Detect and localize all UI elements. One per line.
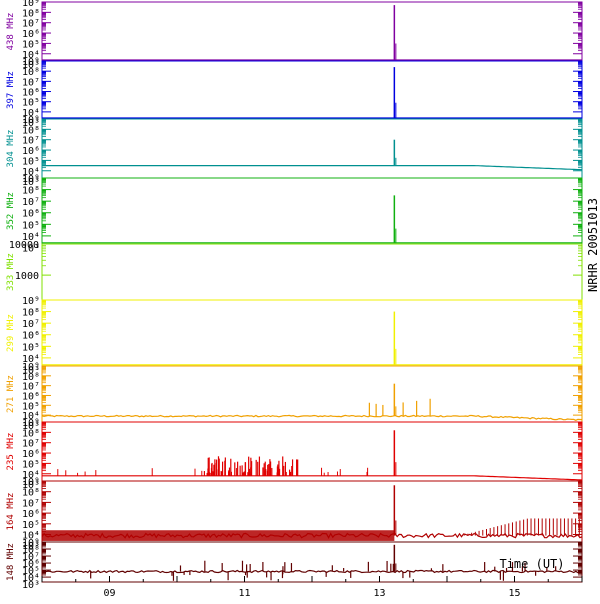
channel-label: 235 MHz [6, 433, 16, 471]
series-trace [42, 165, 583, 171]
y-tick-label: 10⁴ [22, 470, 40, 481]
y-tick-label: 10³ [22, 118, 40, 129]
panel-frame [41, 60, 583, 120]
panel-frame [41, 177, 583, 245]
channel-label: 299 MHz [6, 314, 16, 352]
channel-label: 352 MHz [6, 192, 16, 230]
channel-label: 333 MHz [6, 253, 16, 291]
series-trace [42, 475, 583, 481]
y-tick-label: 10⁹ [22, 362, 40, 373]
y-tick-label: 10⁸ [22, 186, 40, 197]
y-tick-label: 10⁴ [22, 50, 40, 61]
y-tick-label: 10³ [22, 480, 40, 491]
y-tick-label: 10⁷ [22, 319, 40, 330]
y-tick-label: 10⁸ [22, 372, 40, 383]
y-tick-label: 10³ [22, 243, 40, 254]
y-tick-label: 10⁸ [22, 488, 40, 499]
y-tick-label: 10⁷ [22, 136, 40, 147]
channel-label: 148 MHz [6, 543, 16, 581]
y-tick-label: 10³ [22, 541, 40, 552]
y-tick-label: 10⁴ [22, 232, 40, 243]
panel-frame [41, 243, 583, 301]
noise-band [42, 530, 395, 541]
y-tick-label: 10⁹ [22, 115, 40, 126]
channel-label: 304 MHz [6, 130, 16, 168]
y-tick-label: 10⁶ [22, 509, 40, 520]
y-tick-label: 10⁷ [22, 498, 40, 509]
y-tick-label: 10⁶ [22, 559, 40, 570]
channel-label: 397 MHz [6, 71, 16, 109]
y-tick-label: 1000 [15, 271, 39, 282]
y-tick-label: 10⁶ [22, 146, 40, 157]
y-tick-label: 10⁹ [22, 477, 40, 488]
y-tick-label: 10⁶ [22, 391, 40, 402]
x-axis-title: Time (UT) [499, 557, 564, 571]
y-tick-label: 10⁵ [22, 156, 40, 167]
y-tick-label: 10⁹ [22, 296, 40, 307]
panel-frame [41, 118, 583, 179]
channel-label: 164 MHz [6, 493, 16, 531]
y-tick-label: 10⁸ [22, 8, 40, 19]
panel-frame [41, 421, 583, 482]
y-tick-label: 10⁴ [22, 531, 40, 542]
y-tick-label: 10⁷ [22, 77, 40, 88]
y-tick-label: 10⁶ [22, 88, 40, 99]
panel-frame [41, 1, 583, 62]
y-tick-label: 10⁵ [22, 342, 40, 353]
y-tick-label: 10⁷ [22, 439, 40, 450]
y-tick-label: 10⁷ [22, 19, 40, 30]
y-tick-label: 10⁵ [22, 566, 40, 577]
y-tick-label: 10⁵ [22, 98, 40, 109]
y-tick-label: 10⁵ [22, 220, 40, 231]
channel-label: 271 MHz [6, 375, 16, 413]
y-tick-label: 10000 [9, 240, 39, 251]
y-tick-label: 10⁵ [22, 459, 40, 470]
y-tick-label: 10⁹ [22, 418, 40, 429]
y-tick-label: 10⁸ [22, 67, 40, 78]
y-tick-label: 10⁴ [22, 573, 40, 584]
y-tick-label: 10³ [22, 60, 40, 71]
y-tick-label: 10⁵ [22, 401, 40, 412]
y-tick-label: 10⁷ [22, 197, 40, 208]
y-tick-label: 10³ [22, 177, 40, 188]
y-tick-label: 10⁶ [22, 331, 40, 342]
y-tick-label: 10⁴ [22, 108, 40, 119]
series-trace [41, 414, 583, 421]
x-tick-label: 13 [373, 588, 385, 599]
x-tick-label: 09 [103, 588, 115, 599]
y-tick-label: 10⁷ [22, 382, 40, 393]
y-tick-label: 10⁴ [22, 167, 40, 178]
y-tick-label: 10⁵ [22, 39, 40, 50]
y-tick-label: 10⁴ [22, 411, 40, 422]
y-tick-label: 10⁶ [22, 29, 40, 40]
y-tick-label: 10³ [22, 365, 40, 376]
y-tick-label: 10⁹ [22, 174, 40, 185]
panel-frame [41, 299, 583, 367]
y-tick-label: 10⁶ [22, 449, 40, 460]
y-tick-label: 10³ [22, 421, 40, 432]
y-tick-label: 10⁸ [22, 308, 40, 319]
y-tick-label: 10⁹ [22, 57, 40, 68]
y-tick-label: 10⁵ [22, 520, 40, 531]
y-tick-label: 10⁶ [22, 209, 40, 220]
y-tick-label: 10⁸ [22, 125, 40, 136]
y-tick-label: 10⁸ [22, 428, 40, 439]
y-tick-label: 10⁹ [22, 0, 40, 9]
panel-frame [41, 365, 583, 423]
x-tick-label: 11 [238, 588, 250, 599]
y-tick-label: 10⁸ [22, 545, 40, 556]
chart-title: NRHR 20051013 [586, 198, 600, 292]
y-tick-label: 10³ [22, 580, 40, 591]
series-trace [41, 569, 583, 574]
channel-label: 438 MHz [6, 13, 16, 51]
x-tick-label: 15 [508, 588, 520, 599]
y-tick-label: 10⁴ [22, 354, 40, 365]
y-tick-label: 10⁷ [22, 552, 40, 563]
y-tick-label: 10⁹ [22, 538, 40, 549]
